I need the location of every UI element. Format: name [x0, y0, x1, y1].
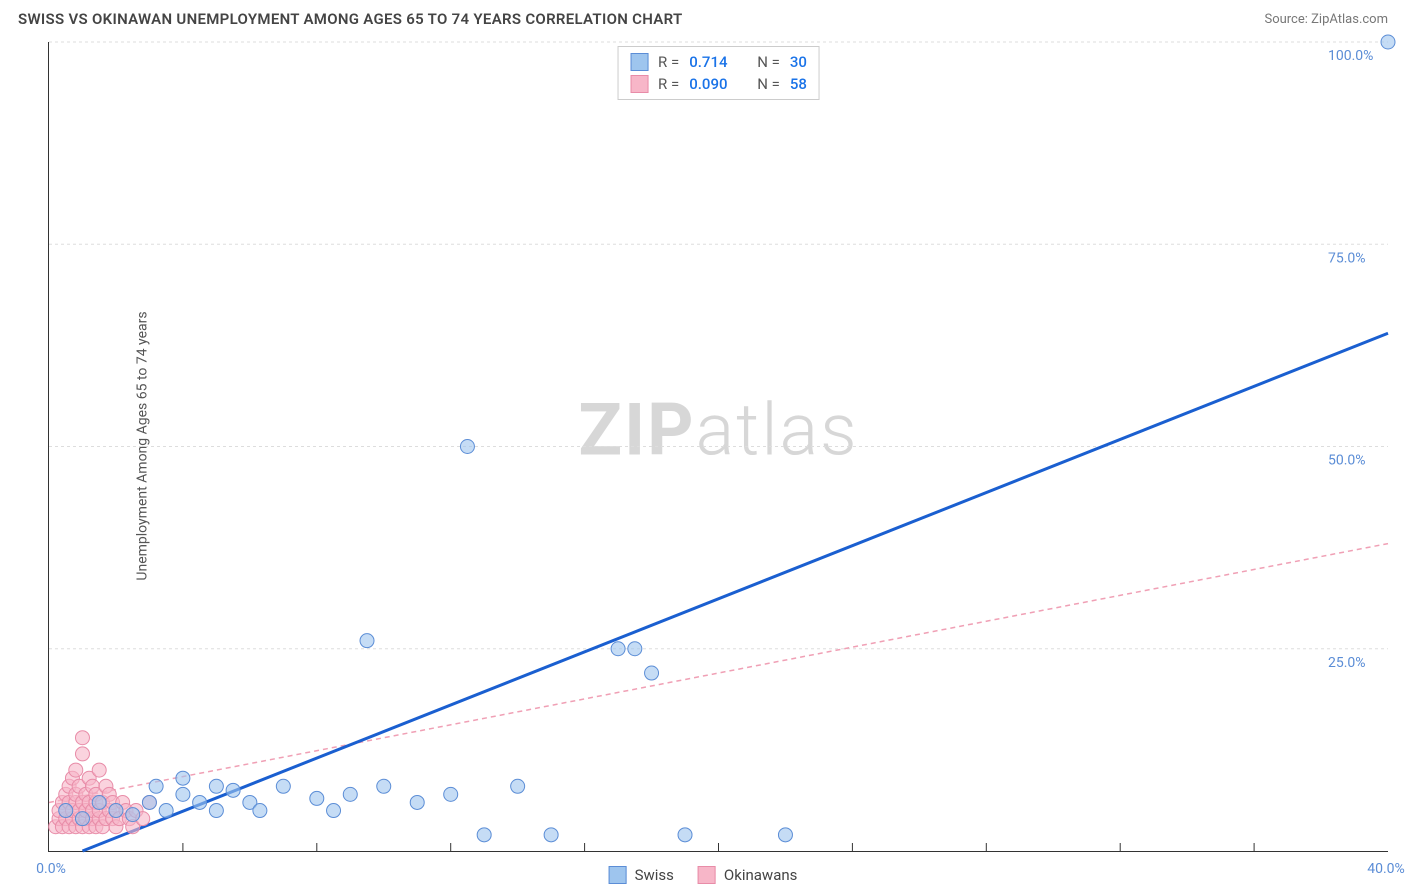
swiss-point — [360, 634, 374, 648]
series-swatch — [630, 53, 648, 71]
swiss-point — [645, 666, 659, 680]
legend-label: Swiss — [635, 866, 674, 884]
swiss-point — [176, 787, 190, 801]
series-legend: Swiss Okinawans — [609, 866, 798, 884]
legend-swatch — [609, 866, 627, 884]
swiss-point — [1381, 35, 1395, 49]
y-tick-label: 50.0% — [1328, 453, 1366, 469]
r-value: 0.090 — [689, 75, 739, 93]
swiss-point — [226, 783, 240, 797]
swiss-point — [778, 828, 792, 842]
x-tick-label: 0.0% — [36, 861, 66, 877]
swiss-point — [410, 795, 424, 809]
okinawan-point — [75, 731, 89, 745]
swiss-point — [193, 795, 207, 809]
swiss-point — [544, 828, 558, 842]
n-label: N = — [757, 75, 780, 93]
okinawan-point — [69, 763, 83, 777]
okinawan-trend-line — [49, 544, 1388, 803]
y-tick-label: 75.0% — [1328, 250, 1366, 266]
swiss-point — [628, 642, 642, 656]
legend-item: Swiss — [609, 866, 674, 884]
okinawan-point — [92, 763, 106, 777]
r-label: R = — [658, 75, 679, 93]
swiss-point — [310, 791, 324, 805]
swiss-point — [611, 642, 625, 656]
stats-row: R = 0.090 N = 58 — [630, 73, 807, 95]
swiss-point — [209, 804, 223, 818]
swiss-point — [276, 779, 290, 793]
r-value: 0.714 — [689, 53, 739, 71]
legend-item: Okinawans — [698, 866, 797, 884]
swiss-point — [253, 804, 267, 818]
source-attribution: Source: ZipAtlas.com — [1264, 12, 1388, 27]
swiss-point — [75, 812, 89, 826]
scatter-plot-svg: 25.0%50.0%75.0%100.0%0.0%40.0% — [49, 42, 1388, 851]
x-tick-label: 40.0% — [1367, 861, 1405, 877]
swiss-point — [511, 779, 525, 793]
swiss-point — [149, 779, 163, 793]
swiss-point — [444, 787, 458, 801]
chart-title: SWISS VS OKINAWAN UNEMPLOYMENT AMONG AGE… — [18, 10, 683, 28]
swiss-point — [159, 804, 173, 818]
okinawan-point — [75, 747, 89, 761]
swiss-point — [678, 828, 692, 842]
correlation-stats-box: R = 0.714 N = 30 R = 0.090 N = 58 — [617, 46, 820, 100]
n-value: 30 — [790, 53, 807, 71]
series-swatch — [630, 75, 648, 93]
swiss-point — [176, 771, 190, 785]
chart-header: SWISS VS OKINAWAN UNEMPLOYMENT AMONG AGE… — [0, 0, 1406, 34]
swiss-point — [377, 779, 391, 793]
swiss-point — [209, 779, 223, 793]
r-label: R = — [658, 53, 679, 71]
swiss-trend-line — [82, 333, 1388, 851]
swiss-point — [92, 795, 106, 809]
y-tick-label: 25.0% — [1328, 655, 1366, 671]
swiss-point — [327, 804, 341, 818]
legend-swatch — [698, 866, 716, 884]
swiss-point — [477, 828, 491, 842]
chart-plot-area: ZIPatlas 25.0%50.0%75.0%100.0%0.0%40.0% … — [48, 42, 1388, 852]
swiss-point — [460, 440, 474, 454]
swiss-point — [59, 804, 73, 818]
swiss-point — [126, 808, 140, 822]
swiss-point — [142, 795, 156, 809]
legend-label: Okinawans — [724, 866, 797, 884]
y-tick-label: 100.0% — [1328, 48, 1373, 64]
stats-row: R = 0.714 N = 30 — [630, 51, 807, 73]
swiss-point — [343, 787, 357, 801]
n-value: 58 — [790, 75, 807, 93]
swiss-point — [109, 804, 123, 818]
n-label: N = — [757, 53, 780, 71]
